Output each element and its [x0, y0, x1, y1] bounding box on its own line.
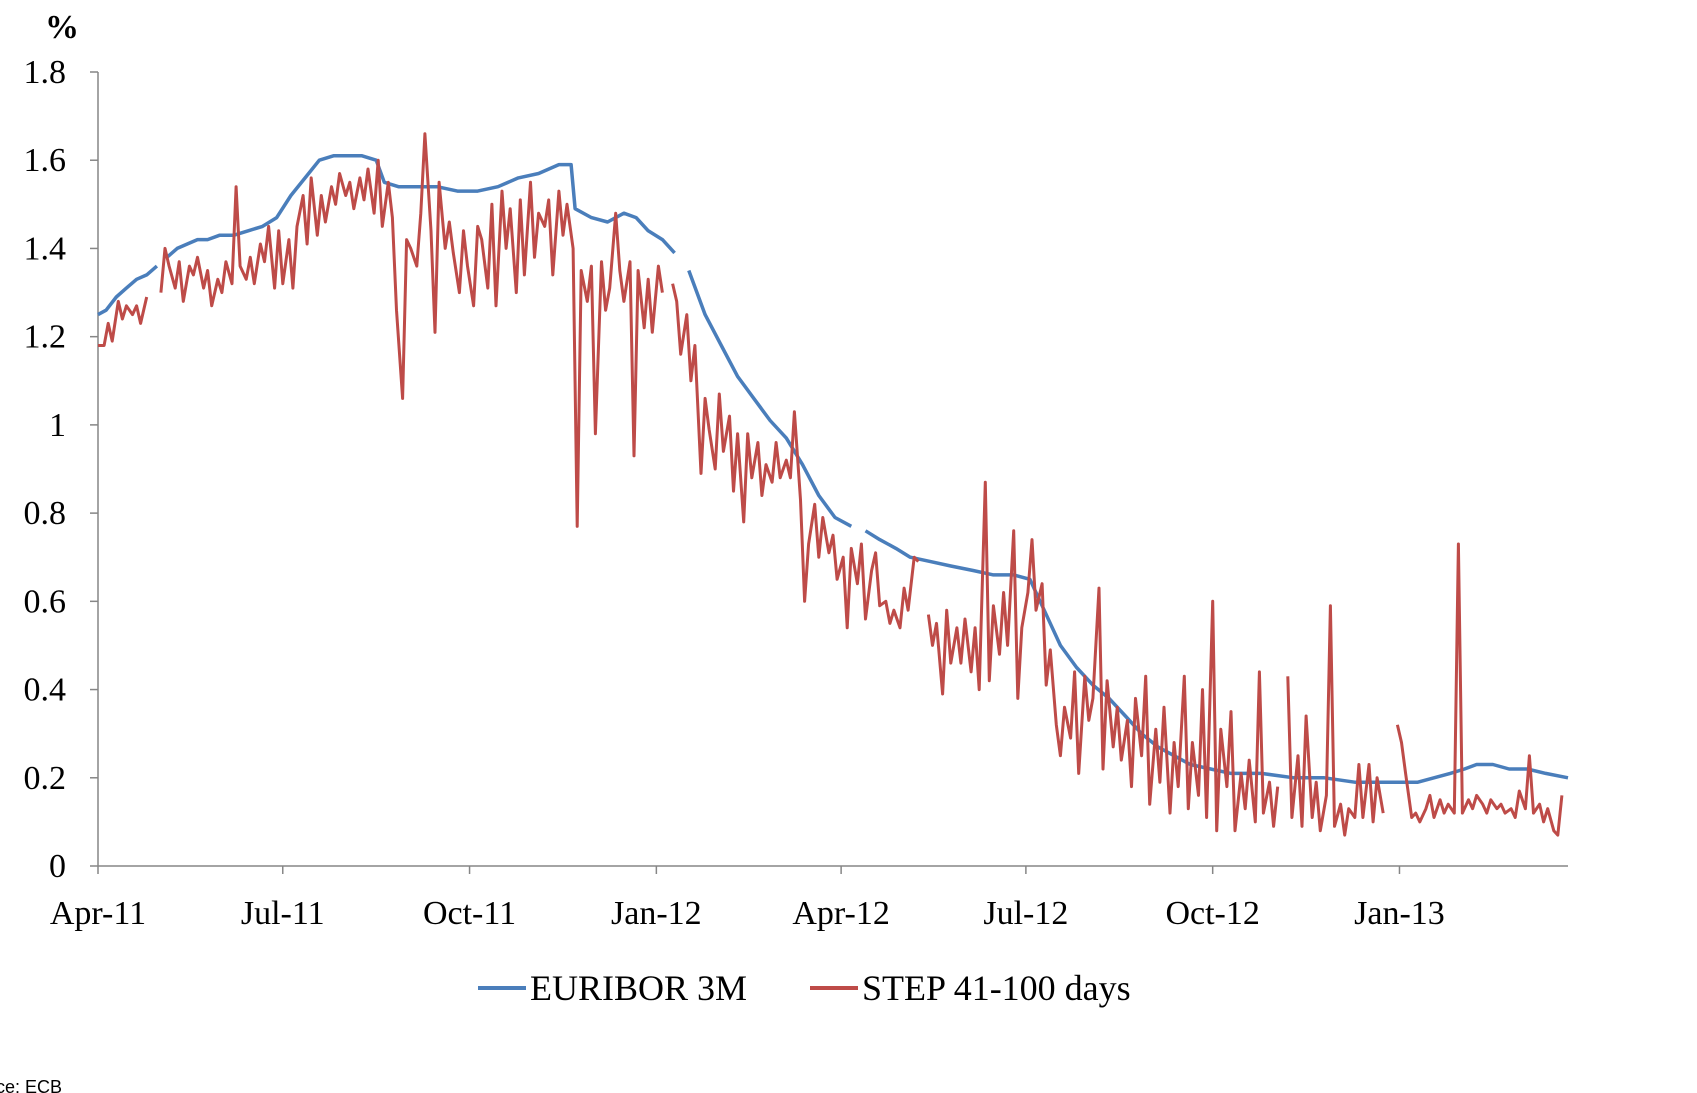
legend-label-euribor: EURIBOR 3M	[530, 968, 747, 1008]
source-note: Source: ECB	[0, 1077, 62, 1093]
legend-label-step: STEP 41-100 days	[862, 968, 1131, 1008]
y-tick-label: 1.8	[24, 54, 67, 91]
x-tick-label: Jan-13	[1354, 895, 1445, 932]
y-tick-label: 0	[49, 848, 66, 885]
series-line-step-41-100	[98, 132, 1564, 837]
y-tick-label: 1	[49, 407, 66, 444]
x-axis: Apr-11 Jul-11 Oct-11 Jan-12 Apr-12 Jul-12 Oct-…	[50, 865, 1568, 932]
plot-area	[97, 132, 1569, 837]
y-axis: 0 0.2 0.4 0.6 0.8 1 1.2 1.4 1.6 1.8	[24, 54, 99, 885]
y-tick-label: 0.2	[24, 760, 67, 797]
y-tick-label: 0.8	[24, 495, 67, 532]
y-tick-label: 0.6	[24, 583, 67, 620]
x-tick-label: Jul-12	[983, 895, 1068, 932]
x-tick-label: Oct-11	[423, 895, 516, 932]
y-tick-label: 1.2	[24, 319, 67, 356]
series-line-euribor-3m	[97, 154, 1569, 784]
x-tick-label: Apr-11	[50, 895, 146, 932]
y-tick-label: 0.4	[24, 672, 67, 709]
y-axis-label: %	[45, 9, 79, 46]
x-tick-label: Jul-11	[241, 895, 325, 932]
x-tick-label: Oct-12	[1165, 895, 1259, 932]
legend: EURIBOR 3M STEP 41-100 days	[478, 968, 1131, 1008]
x-tick-label: Apr-12	[792, 895, 890, 932]
y-tick-label: 1.6	[24, 142, 67, 179]
x-tick-label: Jan-12	[611, 895, 702, 932]
y-tick-label: 1.4	[24, 230, 67, 267]
